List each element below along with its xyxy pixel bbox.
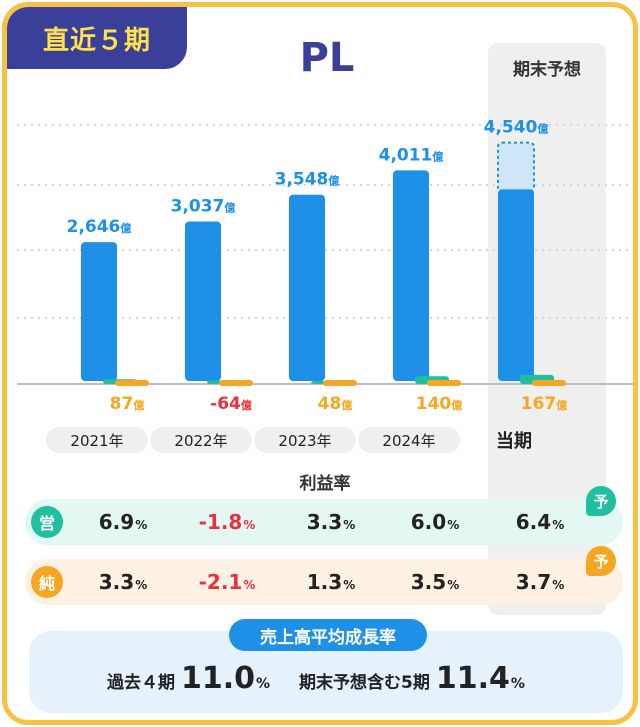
sales-bar-forecast-portion <box>497 141 535 193</box>
profit-value-label-1: -64億 <box>210 394 252 414</box>
sales-bar-0 <box>81 242 117 381</box>
net-badge: 純 <box>31 566 63 598</box>
margin-title: 利益率 <box>299 474 351 494</box>
operating-margin-0: 6.9% <box>98 510 148 534</box>
operating-margin-3: 6.0% <box>410 510 460 534</box>
net-margin-2: 1.3% <box>306 570 356 594</box>
sales-bar-3 <box>393 170 429 381</box>
operating-badge: 営 <box>31 506 63 538</box>
chart-title: PL <box>299 35 355 81</box>
profit-value-label-0: 87億 <box>110 394 145 414</box>
sales-value-label-1: 3,037億 <box>171 197 236 217</box>
net-margin-3: 3.5% <box>410 570 460 594</box>
period-tag: 直近５期 <box>7 7 187 69</box>
profit-value-label-4: 167億 <box>521 394 568 414</box>
forecast-label: 期末予想 <box>513 60 581 80</box>
sales-value-label-4: 4,540億 <box>484 118 549 138</box>
net-margin-0: 3.3% <box>98 570 148 594</box>
cagr-incl-value: 11.4 <box>435 661 510 696</box>
forecast-mark-net: 予 <box>586 546 616 576</box>
profit-value-label-2: 48億 <box>318 394 353 414</box>
sales-value-label-0: 2,646億 <box>67 217 132 237</box>
forecast-mark-operating: 予 <box>586 486 616 516</box>
operating-margin-row <box>25 499 623 545</box>
sales-value-label-2: 3,548億 <box>275 170 340 190</box>
cagr-past-label: 過去４期 <box>107 673 175 693</box>
pl-bar-chart: 2,646億 3,037億 3,548億 4,011億 4,540億 87億 -64億 48億… <box>17 118 633 414</box>
sales-bar-4 <box>498 189 534 381</box>
operating-margin-1: -1.8% <box>198 510 256 534</box>
year-label-1: 2022年 <box>150 427 252 453</box>
net-margin-4: 3.7% <box>515 570 565 594</box>
year-label-2: 2023年 <box>254 427 356 453</box>
year-label-4: 当期 <box>496 431 532 452</box>
year-label-3: 2024年 <box>358 427 460 453</box>
net-profit-bar-1 <box>219 380 253 386</box>
net-profit-bar-4 <box>532 380 566 386</box>
operating-margin-2: 3.3% <box>306 510 356 534</box>
net-profit-bar-2 <box>323 380 357 386</box>
net-profit-bar-3 <box>427 380 461 386</box>
cagr-past: 過去４期 11.0% <box>107 661 270 696</box>
cagr-incl-unit: % <box>510 676 525 692</box>
cagr-past-value: 11.0 <box>181 661 256 696</box>
net-margin-1: -2.1% <box>198 570 256 594</box>
cagr-title: 売上高平均成長率 <box>229 619 427 651</box>
net-margin-row <box>25 559 623 605</box>
profit-value-label-3: 140億 <box>416 394 463 414</box>
sales-bar-1 <box>185 221 221 381</box>
cagr-past-unit: % <box>256 676 271 692</box>
year-label-0: 2021年 <box>46 427 148 453</box>
cagr-incl-forecast: 期末予想含む5期 11.4% <box>299 661 525 696</box>
cagr-incl-label: 期末予想含む5期 <box>299 673 430 693</box>
sales-value-label-3: 4,011億 <box>379 145 444 165</box>
sales-bar-2 <box>289 194 325 381</box>
operating-margin-4: 6.4% <box>515 510 565 534</box>
net-profit-bar-0 <box>115 380 149 386</box>
